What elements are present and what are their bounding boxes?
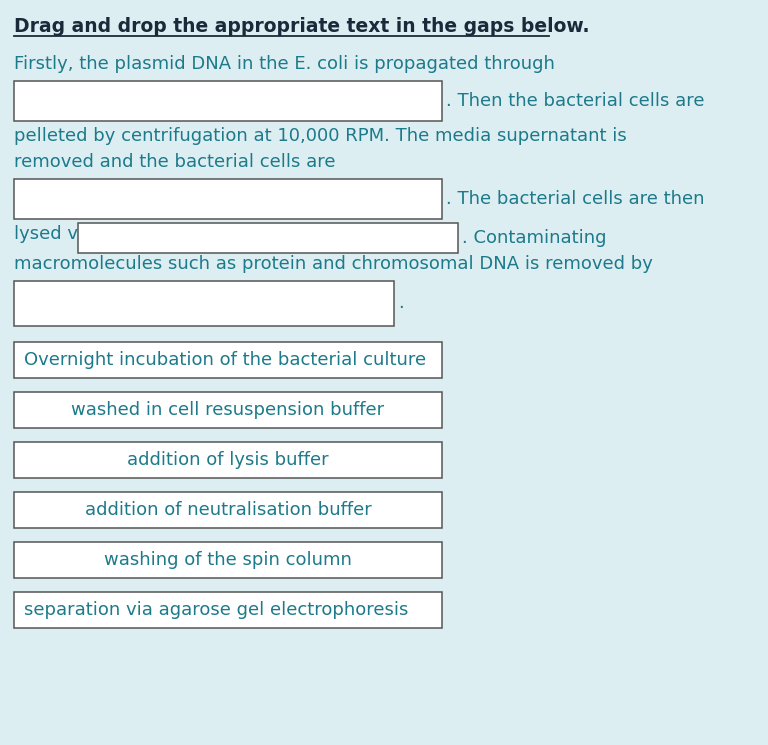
- FancyBboxPatch shape: [14, 542, 442, 578]
- Text: washing of the spin column: washing of the spin column: [104, 551, 352, 569]
- Text: Firstly, the plasmid DNA in the E. coli is propagated through: Firstly, the plasmid DNA in the E. coli …: [14, 55, 554, 73]
- FancyBboxPatch shape: [14, 492, 442, 528]
- Text: . Then the bacterial cells are: . Then the bacterial cells are: [446, 92, 704, 110]
- Text: lysed via: lysed via: [14, 225, 94, 243]
- Text: Overnight incubation of the bacterial culture: Overnight incubation of the bacterial cu…: [24, 351, 426, 369]
- FancyBboxPatch shape: [14, 81, 442, 121]
- FancyBboxPatch shape: [14, 592, 442, 628]
- FancyBboxPatch shape: [14, 342, 442, 378]
- Text: addition of lysis buffer: addition of lysis buffer: [127, 451, 329, 469]
- Text: Drag and drop the appropriate text in the gaps below.: Drag and drop the appropriate text in th…: [14, 17, 590, 36]
- Text: .: .: [398, 294, 404, 312]
- Text: washed in cell resuspension buffer: washed in cell resuspension buffer: [71, 401, 385, 419]
- FancyBboxPatch shape: [78, 223, 458, 253]
- Text: separation via agarose gel electrophoresis: separation via agarose gel electrophores…: [24, 601, 409, 619]
- Text: . The bacterial cells are then: . The bacterial cells are then: [446, 190, 704, 208]
- Text: macromolecules such as protein and chromosomal DNA is removed by: macromolecules such as protein and chrom…: [14, 255, 653, 273]
- Text: addition of neutralisation buffer: addition of neutralisation buffer: [84, 501, 372, 519]
- FancyBboxPatch shape: [14, 392, 442, 428]
- FancyBboxPatch shape: [14, 281, 394, 326]
- Text: . Contaminating: . Contaminating: [462, 229, 607, 247]
- Text: removed and the bacterial cells are: removed and the bacterial cells are: [14, 153, 336, 171]
- Text: pelleted by centrifugation at 10,000 RPM. The media supernatant is: pelleted by centrifugation at 10,000 RPM…: [14, 127, 627, 145]
- FancyBboxPatch shape: [14, 442, 442, 478]
- FancyBboxPatch shape: [14, 179, 442, 219]
